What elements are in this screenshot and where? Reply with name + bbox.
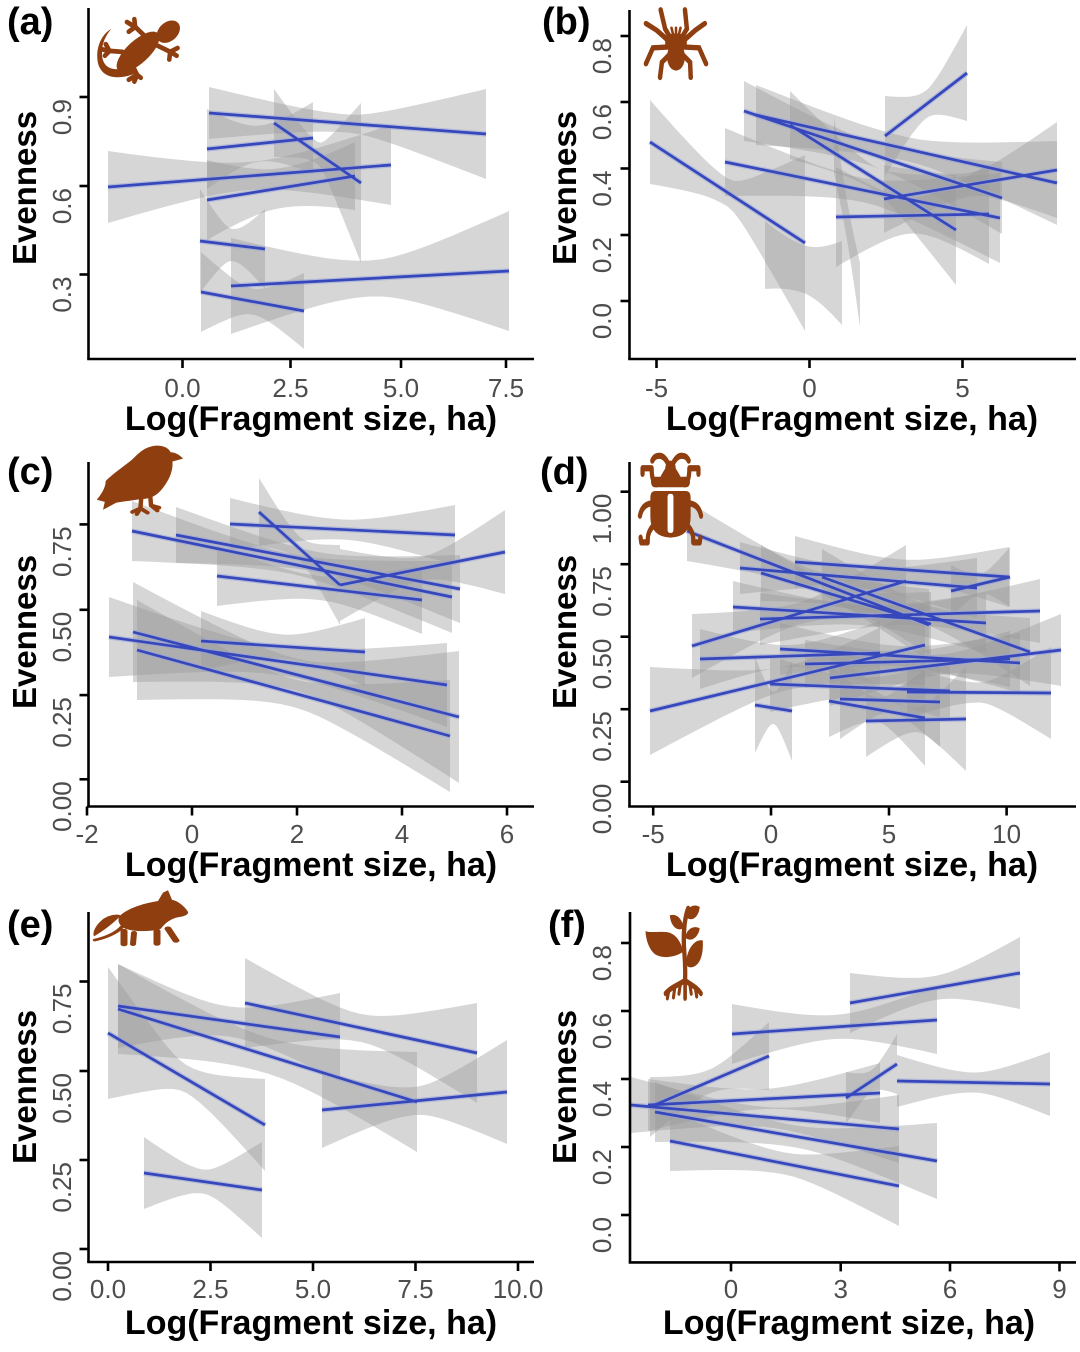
svg-text:0.6: 0.6 xyxy=(587,1013,617,1049)
svg-text:Log(Fragment size, ha): Log(Fragment size, ha) xyxy=(125,1304,497,1342)
svg-text:3: 3 xyxy=(833,1274,847,1304)
svg-text:-5: -5 xyxy=(645,373,668,403)
svg-text:0: 0 xyxy=(764,819,778,849)
svg-text:10.0: 10.0 xyxy=(493,1274,544,1304)
svg-text:(f): (f) xyxy=(548,904,586,946)
svg-text:0.00: 0.00 xyxy=(47,1251,77,1302)
svg-text:10: 10 xyxy=(992,819,1021,849)
svg-text:(c): (c) xyxy=(7,451,53,493)
svg-text:4: 4 xyxy=(395,819,409,849)
svg-text:Log(Fragment size, ha): Log(Fragment size, ha) xyxy=(666,400,1038,438)
svg-text:Evenness: Evenness xyxy=(6,555,43,709)
svg-text:0: 0 xyxy=(724,1274,738,1304)
svg-text:0.75: 0.75 xyxy=(587,566,617,617)
svg-text:0.0: 0.0 xyxy=(164,373,200,403)
svg-text:0.0: 0.0 xyxy=(587,1217,617,1253)
svg-text:0.2: 0.2 xyxy=(587,237,617,273)
svg-text:0.0: 0.0 xyxy=(90,1274,126,1304)
svg-text:(b): (b) xyxy=(542,1,591,43)
svg-text:9: 9 xyxy=(1052,1274,1066,1304)
svg-text:0.25: 0.25 xyxy=(587,711,617,762)
svg-text:2: 2 xyxy=(290,819,304,849)
svg-text:0.00: 0.00 xyxy=(587,784,617,835)
svg-text:6: 6 xyxy=(943,1274,957,1304)
svg-text:0.25: 0.25 xyxy=(47,697,77,748)
svg-text:0: 0 xyxy=(185,819,199,849)
svg-text:0.3: 0.3 xyxy=(47,277,77,313)
svg-text:0.9: 0.9 xyxy=(47,99,77,135)
svg-text:5: 5 xyxy=(955,373,969,403)
svg-text:(a): (a) xyxy=(7,1,53,43)
svg-text:1.00: 1.00 xyxy=(587,494,617,545)
svg-text:0: 0 xyxy=(802,373,816,403)
svg-text:0.4: 0.4 xyxy=(587,171,617,207)
svg-text:5.0: 5.0 xyxy=(295,1274,331,1304)
svg-text:-2: -2 xyxy=(75,819,98,849)
svg-text:0.8: 0.8 xyxy=(587,38,617,74)
svg-text:0.4: 0.4 xyxy=(587,1081,617,1117)
svg-text:0.0: 0.0 xyxy=(587,303,617,339)
svg-text:Evenness: Evenness xyxy=(546,111,583,265)
svg-text:0.50: 0.50 xyxy=(47,612,77,663)
svg-text:0.00: 0.00 xyxy=(47,781,77,832)
svg-text:Log(Fragment size, ha): Log(Fragment size, ha) xyxy=(125,400,497,438)
svg-text:6: 6 xyxy=(500,819,514,849)
svg-text:0.6: 0.6 xyxy=(47,188,77,224)
svg-text:(d): (d) xyxy=(540,451,589,493)
svg-text:Evenness: Evenness xyxy=(6,111,43,265)
svg-text:Evenness: Evenness xyxy=(6,1010,43,1164)
svg-text:0.2: 0.2 xyxy=(587,1149,617,1185)
svg-text:Evenness: Evenness xyxy=(546,555,583,709)
svg-text:0.25: 0.25 xyxy=(47,1162,77,1213)
svg-text:7.5: 7.5 xyxy=(488,373,524,403)
svg-text:0.50: 0.50 xyxy=(587,639,617,690)
svg-text:0.50: 0.50 xyxy=(47,1073,77,1124)
svg-text:Log(Fragment size, ha): Log(Fragment size, ha) xyxy=(125,846,497,884)
svg-text:(e): (e) xyxy=(7,904,53,946)
svg-text:-5: -5 xyxy=(642,819,665,849)
svg-text:0.75: 0.75 xyxy=(47,984,77,1035)
svg-text:5.0: 5.0 xyxy=(383,373,419,403)
svg-text:0.6: 0.6 xyxy=(587,104,617,140)
svg-text:5: 5 xyxy=(882,819,896,849)
svg-text:Log(Fragment size, ha): Log(Fragment size, ha) xyxy=(666,846,1038,884)
svg-text:Evenness: Evenness xyxy=(546,1010,583,1164)
svg-text:2.5: 2.5 xyxy=(192,1274,228,1304)
svg-text:Log(Fragment size, ha): Log(Fragment size, ha) xyxy=(663,1304,1035,1342)
svg-text:0.75: 0.75 xyxy=(47,526,77,577)
svg-text:0.8: 0.8 xyxy=(587,945,617,981)
svg-text:2.5: 2.5 xyxy=(272,373,308,403)
svg-text:7.5: 7.5 xyxy=(397,1274,433,1304)
